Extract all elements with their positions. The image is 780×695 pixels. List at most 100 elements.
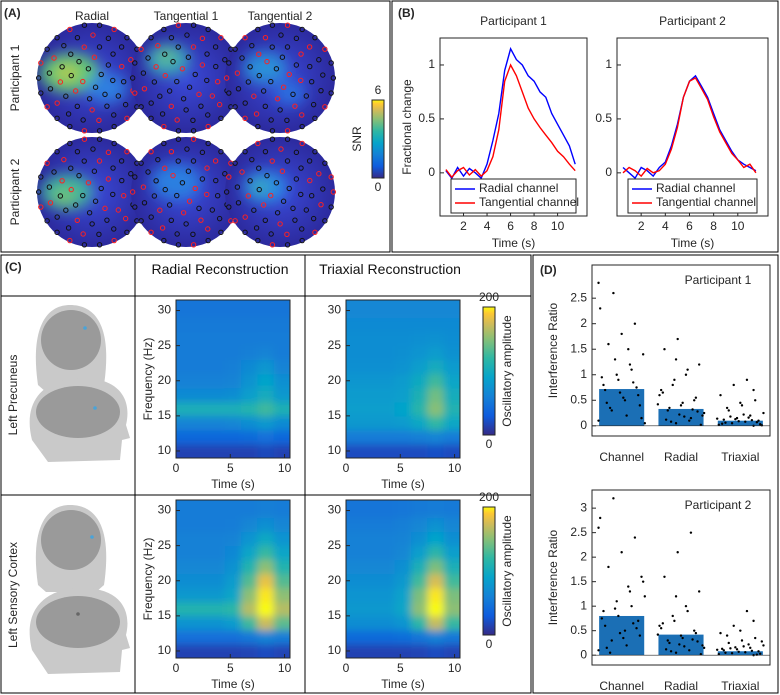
sensor — [262, 103, 268, 110]
heatmap-cell — [257, 373, 275, 389]
heatmap-cell — [257, 387, 275, 403]
heatmap-cell — [346, 331, 363, 347]
heatmap-cell — [208, 331, 226, 347]
sensor — [247, 178, 253, 184]
y-axis-label: Interference Ratio — [546, 529, 560, 625]
topomap-field — [243, 171, 287, 203]
sensor — [155, 156, 161, 163]
data-point — [757, 419, 760, 422]
heatmap-cell — [241, 517, 258, 533]
y-tick-label: 20 — [158, 373, 172, 387]
data-point — [623, 399, 627, 402]
sensor — [128, 171, 134, 177]
data-point — [732, 624, 735, 627]
data-point — [612, 291, 615, 295]
data-point — [750, 649, 754, 652]
x-tick-label: 6 — [686, 219, 693, 233]
sensor — [316, 57, 322, 63]
heatmap-cell — [192, 615, 210, 631]
sensor — [63, 207, 69, 213]
data-point — [684, 604, 688, 608]
x-axis-label: Time (s) — [671, 236, 715, 250]
data-point — [607, 565, 610, 569]
sensor — [162, 51, 168, 57]
x-tick-label: 10 — [551, 219, 565, 233]
sensor — [140, 70, 147, 76]
sensor — [307, 63, 313, 70]
heatmap-cell — [257, 643, 275, 658]
data-point — [686, 368, 689, 371]
sensor — [242, 214, 248, 220]
heatmap-cell — [192, 373, 210, 389]
heatmap-cell — [443, 531, 460, 547]
y-tick-label: 25 — [158, 538, 172, 552]
colorbar-tick-label: 0 — [486, 637, 493, 651]
heatmap-cell — [346, 559, 363, 575]
data-point — [636, 393, 640, 397]
sensor — [222, 57, 228, 63]
heatmap-cell — [378, 573, 396, 589]
y-tick-label: 10 — [158, 643, 172, 657]
heatmap-cell — [362, 629, 380, 645]
y-tick-label: 30 — [158, 303, 172, 317]
sensor — [174, 78, 180, 85]
column-title: Tangential 2 — [248, 9, 313, 23]
legend-label: Tangential channel — [656, 195, 756, 209]
heatmap — [346, 300, 460, 458]
heatmap-cell — [224, 517, 242, 533]
heatmap-cell — [241, 587, 258, 603]
sensor — [199, 176, 206, 182]
data-point — [620, 332, 623, 336]
heatmap-cell — [362, 559, 380, 575]
sensor — [81, 22, 88, 28]
sensor — [204, 51, 210, 57]
heatmap-cell — [346, 429, 363, 445]
heatmap-cell — [443, 345, 460, 361]
y-tick-label: 30 — [328, 503, 342, 517]
sensor — [145, 169, 151, 175]
sensor — [86, 96, 93, 102]
data-point — [598, 307, 602, 310]
sensor — [157, 207, 163, 213]
heatmap-cell — [257, 401, 275, 417]
heatmap-cells — [176, 500, 290, 658]
data-point — [755, 653, 759, 656]
data-point — [694, 396, 698, 399]
data-point — [671, 614, 674, 618]
sensor — [226, 60, 232, 66]
data-point — [635, 386, 638, 389]
data-point — [697, 363, 701, 366]
y-tick-label: 15 — [158, 608, 172, 622]
heatmap-cell — [257, 531, 275, 547]
sensor — [74, 217, 80, 224]
heatmap-cell — [241, 615, 258, 631]
sensor — [161, 123, 167, 130]
colorbar-tick-label: 200 — [479, 290, 499, 304]
sensor — [226, 174, 232, 180]
data-point — [674, 595, 678, 598]
data-point — [598, 516, 602, 520]
sensor — [284, 242, 291, 248]
sensor — [81, 128, 88, 134]
sensor — [251, 207, 257, 213]
topomap-field — [41, 174, 93, 210]
sensor — [204, 165, 210, 171]
heatmap-cell — [411, 429, 428, 445]
heatmap-cell — [273, 300, 290, 319]
sensor — [110, 165, 116, 171]
data-point — [605, 646, 608, 650]
row-label: Left Sensory Cortex — [6, 542, 20, 648]
data-point — [643, 595, 647, 598]
data-point — [627, 348, 630, 351]
sensor — [328, 204, 334, 210]
heatmap-cell — [224, 559, 242, 575]
sensor — [308, 193, 315, 199]
heatmap-cell — [394, 401, 412, 417]
sensor — [98, 71, 104, 78]
x-tick-label: 5 — [397, 461, 404, 475]
sensor — [249, 156, 255, 163]
heatmap-cell — [411, 317, 428, 333]
heatmap-cell — [273, 643, 290, 658]
heatmap-cell — [427, 629, 445, 645]
heatmap-cell — [378, 300, 396, 319]
